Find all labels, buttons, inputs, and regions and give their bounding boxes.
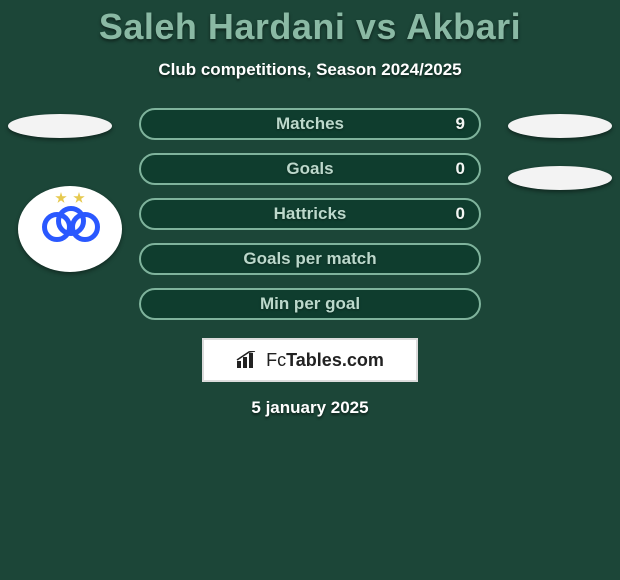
stat-bar: Min per goal bbox=[139, 288, 481, 320]
page-title: Saleh Hardani vs Akbari bbox=[99, 6, 521, 48]
star-icon bbox=[73, 192, 85, 204]
stat-value: 0 bbox=[456, 159, 465, 179]
stat-label: Matches bbox=[276, 114, 344, 134]
stat-label: Hattricks bbox=[274, 204, 347, 224]
club-stars bbox=[55, 192, 85, 204]
stat-bars: Matches 9 Goals 0 Hattricks 0 Goals per match M… bbox=[139, 108, 481, 320]
comparison-card: Saleh Hardani vs Akbari Club competition… bbox=[0, 0, 620, 580]
stat-label: Min per goal bbox=[260, 294, 360, 314]
stat-bar: Goals 0 bbox=[139, 153, 481, 185]
date-text: 5 january 2025 bbox=[251, 398, 368, 418]
player1-club-badge bbox=[18, 186, 122, 272]
stat-value: 0 bbox=[456, 204, 465, 224]
stat-bar: Hattricks 0 bbox=[139, 198, 481, 230]
player1-flag bbox=[8, 114, 112, 138]
star-icon bbox=[55, 192, 67, 204]
stat-bar: Matches 9 bbox=[139, 108, 481, 140]
stat-label: Goals per match bbox=[243, 249, 376, 269]
subtitle: Club competitions, Season 2024/2025 bbox=[158, 60, 461, 80]
brand-text: FcTables.com bbox=[266, 350, 384, 371]
stat-label: Goals bbox=[286, 159, 333, 179]
club-rings-icon bbox=[40, 206, 100, 250]
source-badge: FcTables.com bbox=[202, 338, 418, 382]
comparison-body: Matches 9 Goals 0 Hattricks 0 Goals per match M… bbox=[0, 108, 620, 320]
stat-value: 9 bbox=[456, 114, 465, 134]
player2-flag bbox=[508, 114, 612, 138]
chart-icon bbox=[236, 351, 258, 369]
player2-flag-secondary bbox=[508, 166, 612, 190]
stat-bar: Goals per match bbox=[139, 243, 481, 275]
